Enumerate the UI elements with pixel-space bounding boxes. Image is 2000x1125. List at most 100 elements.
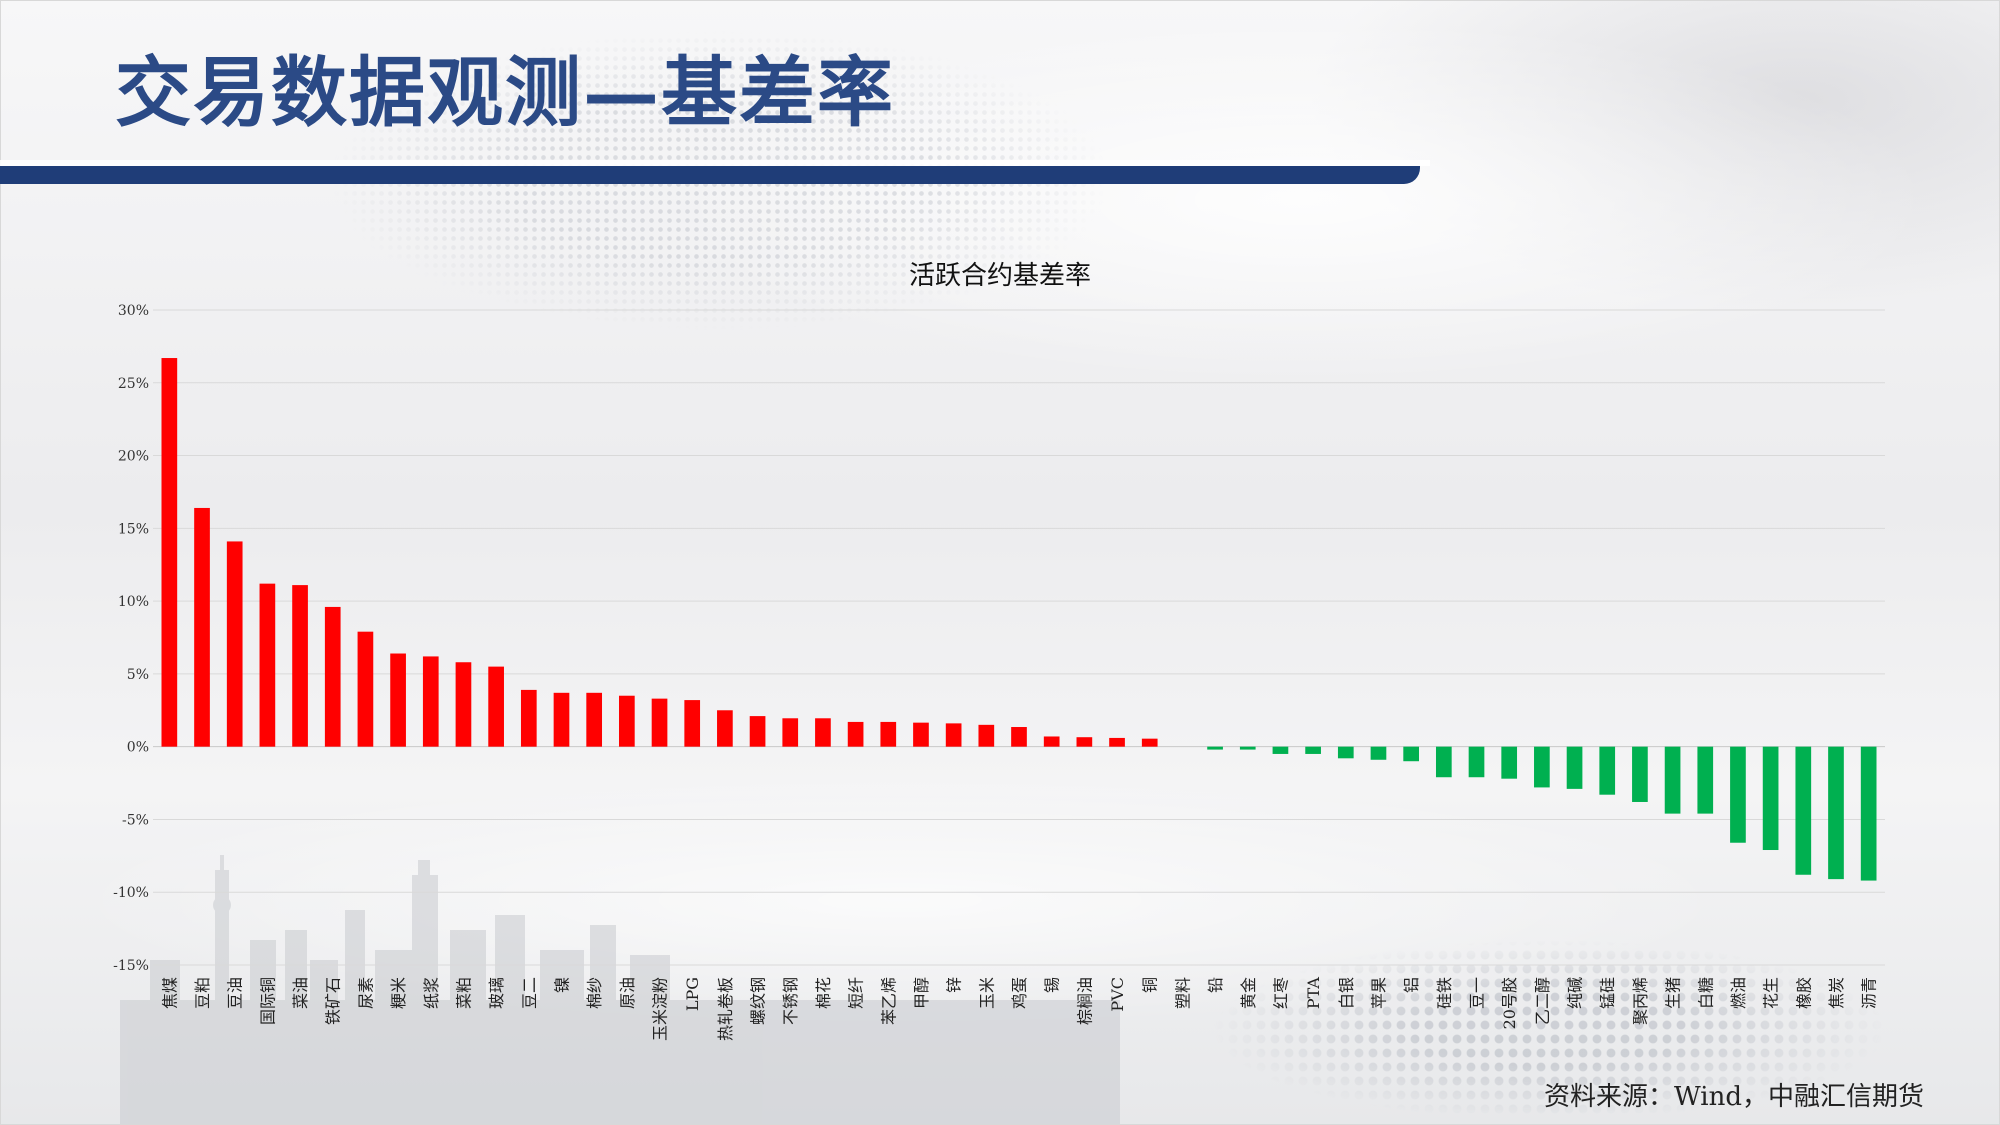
bar-棉纱 (586, 692, 603, 747)
x-tick-label: 白银 (1337, 977, 1356, 1009)
bar-20号胶 (1501, 746, 1518, 779)
x-tick-label: 菜粕 (454, 977, 473, 1009)
x-tick-label: 铝 (1402, 977, 1421, 993)
bar-国际铜 (259, 583, 276, 747)
x-tick-label: 尿素 (356, 977, 375, 1009)
x-tick-label: PTA (1304, 977, 1323, 1010)
bar-螺纹钢 (749, 716, 766, 747)
x-tick-label: 铅 (1206, 977, 1225, 993)
y-tick-label: 25% (118, 376, 149, 392)
bar-锰硅 (1599, 746, 1616, 795)
bar-玻璃 (488, 666, 504, 747)
bar-LPG (684, 700, 701, 747)
x-tick-label: 红枣 (1271, 977, 1290, 1009)
bar-花生 (1762, 746, 1779, 851)
x-tick-label: 原油 (618, 977, 637, 1009)
bar-菜油 (292, 585, 308, 747)
bar-锡 (1043, 736, 1060, 747)
bar-镍 (553, 692, 570, 747)
bars (161, 358, 1877, 881)
bar-短纤 (847, 721, 864, 747)
x-tick-label: 棉纱 (585, 977, 604, 1009)
bar-热轧卷板 (717, 710, 733, 747)
bar-红枣 (1272, 746, 1289, 754)
bar-豆二 (520, 689, 537, 747)
bar-硅铁 (1435, 746, 1452, 778)
bar-粳米 (390, 653, 406, 747)
bar-尿素 (357, 631, 374, 747)
bar-锌 (945, 723, 962, 747)
x-tick-label: 热轧卷板 (716, 977, 735, 1041)
bottom-dot-pattern (1100, 920, 2000, 1125)
x-tick-label: 锰硅 (1598, 977, 1617, 1009)
bar-铅 (1207, 746, 1223, 750)
x-tick-label: 国际铜 (258, 977, 277, 1025)
x-tick-label: 硅铁 (1435, 977, 1454, 1009)
x-tick-label: 铁矿石 (324, 977, 343, 1025)
bar-纸浆 (422, 656, 439, 747)
page-title: 交易数据观测—基差率 (115, 48, 895, 137)
bar-铝 (1403, 746, 1419, 762)
bar-豆一 (1468, 746, 1485, 778)
x-tick-label: 沥青 (1860, 977, 1879, 1009)
bar-苯乙烯 (880, 721, 897, 747)
x-tick-label: 纯碱 (1566, 977, 1585, 1009)
x-tick-label: 玉米淀粉 (651, 977, 670, 1041)
x-axis-labels: 焦煤 豆粕 豆油 国际铜 菜油 铁矿石 尿素 粳米 纸浆 菜粕 玻璃 豆二镍棉纱 原油 玉米淀粉 LPG 热轧… (160, 977, 1878, 1041)
chart-title: 活跃合约基差率 (909, 261, 1091, 291)
x-tick-label: 豆粕 (193, 977, 212, 1009)
y-axis: 30% 25% 20% 15% 10% 5% 0% -5% -10% -15% (113, 303, 149, 974)
y-tick-label: -10% (113, 885, 149, 901)
bar-棉花 (815, 718, 831, 747)
bar-苹果 (1370, 746, 1387, 760)
bar-白糖 (1697, 746, 1714, 814)
bar-玉米淀粉 (651, 698, 668, 747)
x-tick-label: 螺纹钢 (749, 977, 768, 1025)
bar-焦煤 (161, 358, 178, 747)
x-tick-label: 镍 (552, 977, 571, 993)
x-tick-label: 豆二 (520, 977, 539, 1009)
bar-燃油 (1730, 746, 1746, 843)
x-tick-label: PVC (1108, 977, 1127, 1012)
bar-铁矿石 (324, 606, 341, 747)
x-tick-label: 乙二醇 (1533, 977, 1552, 1025)
bar-纯碱 (1566, 746, 1583, 789)
x-tick-label: 焦煤 (160, 977, 179, 1009)
x-tick-label: 豆油 (226, 977, 245, 1009)
bar-菜粕 (455, 662, 472, 747)
y-tick-label: 0% (127, 740, 149, 756)
y-tick-label: 10% (118, 594, 149, 610)
bar-鸡蛋 (1011, 727, 1027, 747)
bar-PTA (1305, 746, 1321, 754)
y-tick-label: -5% (122, 812, 149, 828)
x-tick-label: 甲醇 (912, 977, 931, 1009)
bar-橡胶 (1795, 746, 1812, 875)
gridlines (153, 309, 1885, 966)
x-tick-label: 生猪 (1664, 977, 1683, 1009)
bar-甲醇 (913, 722, 929, 747)
x-tick-label: 菜油 (291, 977, 310, 1009)
bar-铜 (1141, 738, 1158, 747)
x-tick-label: 苯乙烯 (879, 977, 898, 1025)
bar-玉米 (978, 724, 995, 747)
x-tick-label: 聚丙烯 (1631, 977, 1650, 1025)
bar-豆粕 (194, 507, 210, 747)
y-tick-label: -15% (113, 958, 149, 974)
bar-生猪 (1664, 746, 1681, 814)
bar-乙二醇 (1534, 746, 1550, 788)
x-tick-label: 铜 (1141, 977, 1160, 993)
bar-PVC (1109, 737, 1125, 747)
x-tick-label: 玻璃 (487, 977, 506, 1009)
x-tick-label: 20号胶 (1500, 977, 1519, 1029)
y-tick-label: 15% (118, 521, 149, 537)
data-source-note: 资料来源：Wind，中融汇信期货 (1544, 1082, 1924, 1112)
title-underline-highlight (0, 160, 1430, 166)
x-tick-label: 棉花 (814, 977, 833, 1009)
x-tick-label: 焦炭 (1827, 977, 1846, 1009)
bar-原油 (619, 695, 635, 747)
x-tick-label: 粳米 (389, 977, 408, 1009)
x-tick-label: 白糖 (1696, 977, 1715, 1009)
